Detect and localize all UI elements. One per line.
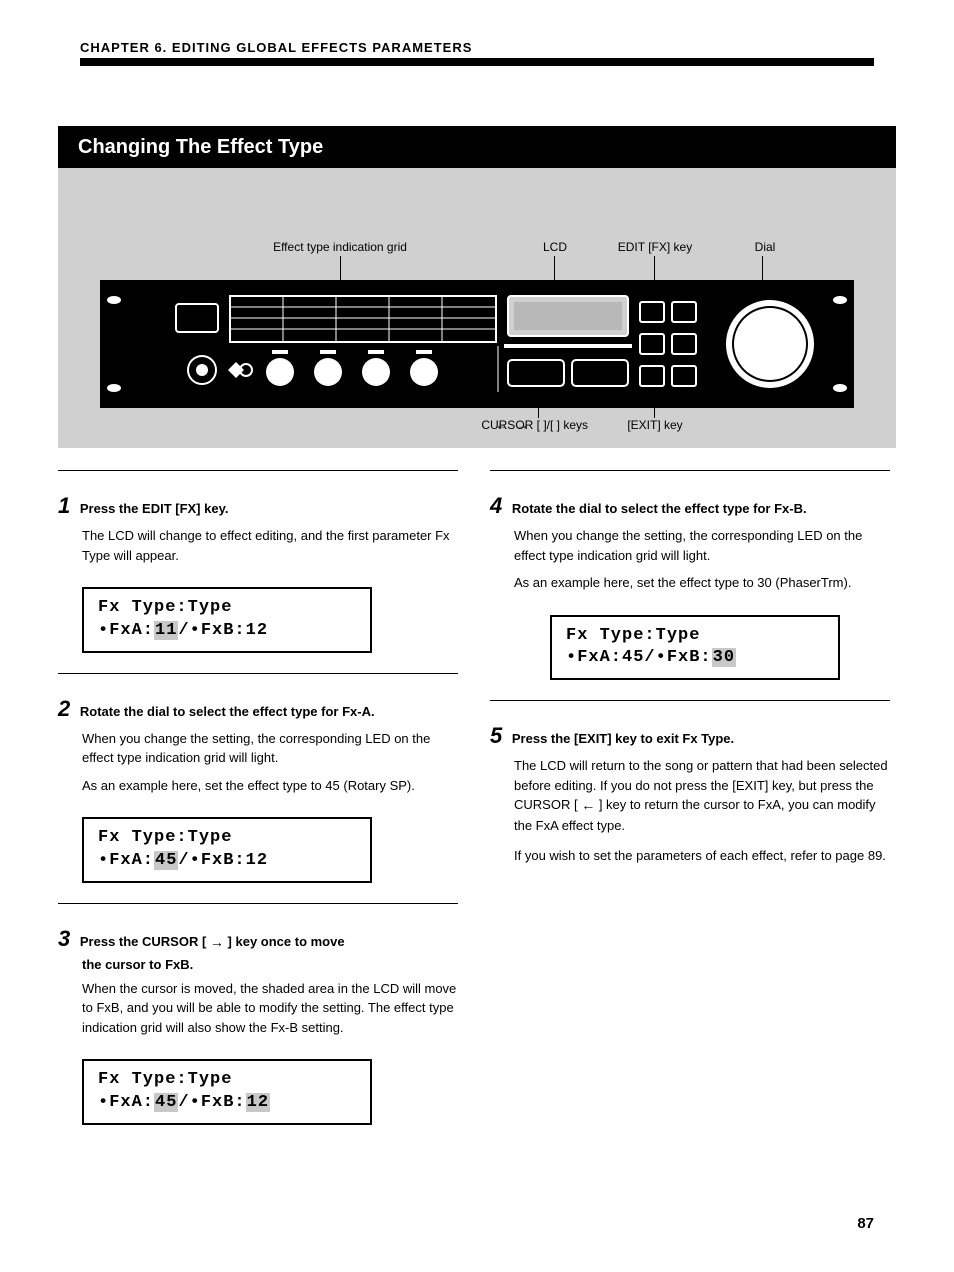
lcd-display-3: Fx Type:Type •FxA:45/•FxB:12 (82, 1059, 372, 1125)
lcd-seg: •FxA:45/•FxB: (566, 648, 712, 667)
lcd-seg-highlight: 45 (154, 1093, 178, 1112)
step-title: Press the EDIT [FX] key. (80, 501, 229, 516)
left-arrow-icon: ← (495, 418, 507, 432)
rule (490, 700, 890, 701)
step-body: As an example here, set the effect type … (82, 776, 458, 796)
section-title-bar: Changing The Effect Type (58, 126, 896, 168)
step-number: 1 (58, 493, 70, 518)
rule (58, 903, 458, 904)
step-body: When the cursor is moved, the shaded are… (82, 979, 458, 1038)
callout-fx: EDIT [FX] key (610, 240, 700, 256)
lcd-line: Fx Type:Type (98, 827, 356, 850)
step-5: 5 Press the [EXIT] key to exit Fx Type. … (490, 719, 890, 865)
step-title: Rotate the dial to select the effect typ… (80, 704, 375, 719)
step-body: When you change the setting, the corresp… (82, 729, 458, 768)
step-title: Press the CURSOR [ → ] key once to move (80, 934, 345, 949)
lcd-seg-highlight: 11 (154, 621, 178, 640)
lcd-display-2: Fx Type:Type •FxA:45/•FxB:12 (82, 817, 372, 883)
step-title: Rotate the dial to select the effect typ… (512, 501, 807, 516)
lcd-seg-highlight: 30 (712, 648, 736, 667)
right-arrow-icon: → (517, 418, 529, 432)
left-arrow-icon: ← (581, 797, 595, 813)
step-body: The LCD will return to the song or patte… (514, 756, 890, 836)
step-1: 1 Press the EDIT [FX] key. The LCD will … (58, 489, 458, 565)
step-number: 5 (490, 723, 502, 748)
lcd-seg: /•FxB:12 (178, 621, 268, 640)
left-column: 1 Press the EDIT [FX] key. The LCD will … (58, 460, 458, 1145)
rule (58, 470, 458, 471)
callout-lcd: LCD (530, 240, 580, 256)
device-illustration (100, 280, 854, 408)
lcd-seg: •FxA: (98, 851, 154, 870)
step-body: The LCD will change to effect editing, a… (82, 526, 458, 565)
lcd-line: Fx Type:Type (98, 597, 356, 620)
rule (490, 470, 890, 471)
lcd-display-1: Fx Type:Type •FxA:11/•FxB:12 (82, 587, 372, 653)
callout-exit: [EXIT] key (620, 418, 690, 434)
step-title-cont: the cursor to FxB. (82, 955, 458, 975)
callout-cursors: CURSOR [ ]/[ ] keys ← → (470, 418, 630, 434)
lcd-line: •FxA:11/•FxB:12 (98, 620, 356, 643)
rule (58, 673, 458, 674)
right-arrow-icon: → (210, 934, 224, 950)
step-2: 2 Rotate the dial to select the effect t… (58, 692, 458, 796)
step-title-seg: Press the CURSOR [ (80, 934, 206, 949)
lcd-seg-highlight: 12 (246, 1093, 270, 1112)
callout-grid: Effect type indication grid (260, 240, 420, 256)
lcd-display-4: Fx Type:Type •FxA:45/•FxB:30 (550, 615, 840, 681)
step-body: As an example here, set the effect type … (514, 573, 890, 593)
step-title-seg: ] key once to move (228, 934, 345, 949)
lcd-line: •FxA:45/•FxB:30 (566, 647, 824, 670)
step-number: 4 (490, 493, 502, 518)
lcd-seg: /•FxB:12 (178, 851, 268, 870)
lcd-line: •FxA:45/•FxB:12 (98, 850, 356, 873)
page-number: 87 (857, 1215, 874, 1232)
right-column: 4 Rotate the dial to select the effect t… (490, 460, 890, 887)
callout-line (654, 388, 655, 418)
step-body: When you change the setting, the corresp… (514, 526, 890, 565)
page-header: CHAPTER 6. EDITING GLOBAL EFFECTS PARAME… (80, 40, 874, 55)
lcd-line: Fx Type:Type (98, 1069, 356, 1092)
lcd-seg: •FxA: (98, 1093, 154, 1112)
step-3: 3 Press the CURSOR [ → ] key once to mov… (58, 922, 458, 1037)
step-number: 3 (58, 926, 70, 951)
lcd-seg: •FxA: (98, 621, 154, 640)
page-header-rule (80, 58, 874, 66)
step-4: 4 Rotate the dial to select the effect t… (490, 489, 890, 593)
step-title: Press the [EXIT] key to exit Fx Type. (512, 731, 734, 746)
callout-line (538, 388, 539, 418)
step-number: 2 (58, 696, 70, 721)
callout-dial: Dial (740, 240, 790, 256)
lcd-seg: /•FxB: (178, 1093, 245, 1112)
step-body: If you wish to set the parameters of eac… (514, 846, 890, 866)
lcd-seg-highlight: 45 (154, 851, 178, 870)
lcd-line: Fx Type:Type (566, 625, 824, 648)
lcd-line: •FxA:45/•FxB:12 (98, 1092, 356, 1115)
